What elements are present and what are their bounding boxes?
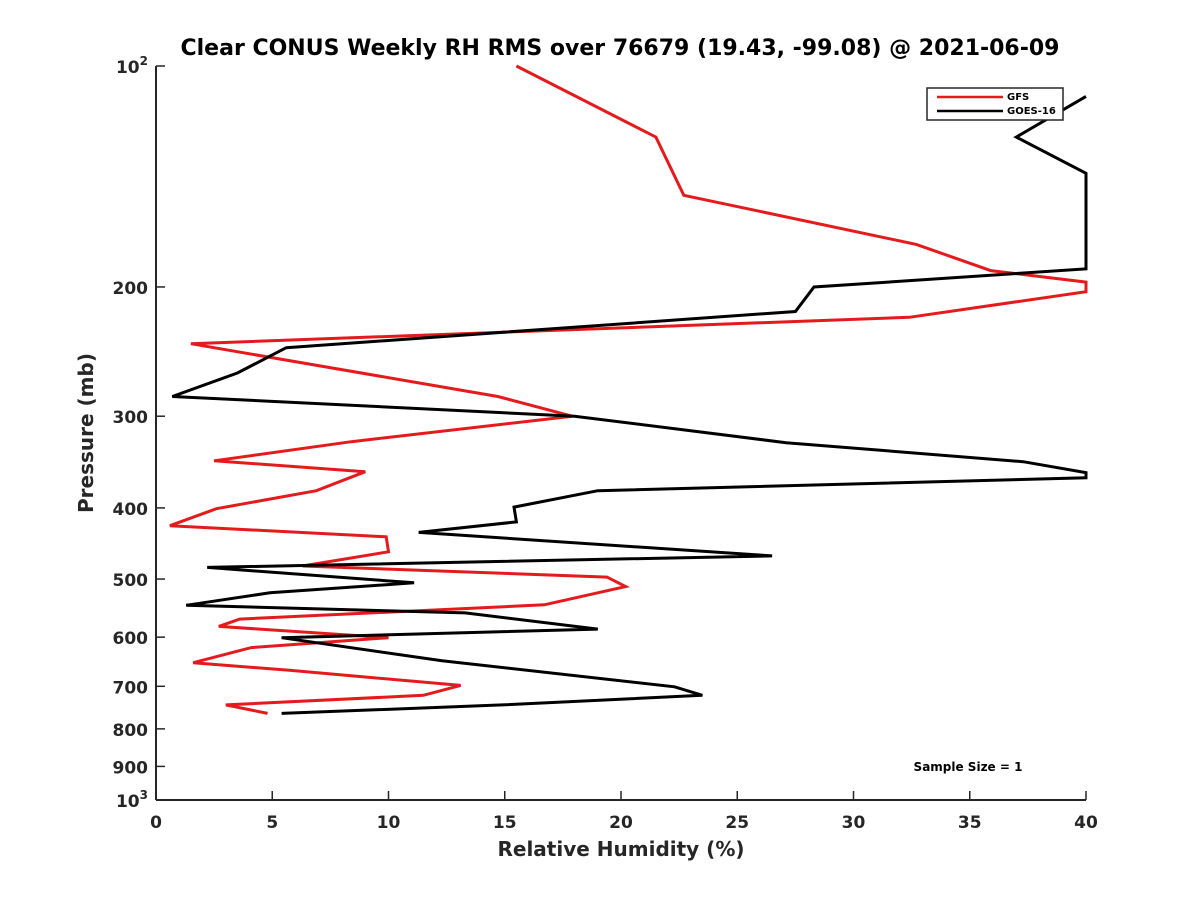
series-line-goes16 xyxy=(171,95,1088,715)
y-tick-label: 103 xyxy=(116,788,148,812)
x-tick-label: 20 xyxy=(609,813,633,833)
x-tick-label: 10 xyxy=(377,813,401,833)
x-tick-label: 0 xyxy=(150,813,162,833)
x-tick-label: 40 xyxy=(1074,813,1098,833)
y-tick-label: 800 xyxy=(113,721,149,741)
y-tick-label: 700 xyxy=(113,678,149,698)
plot-area xyxy=(156,66,1086,800)
y-ticks: 102 200 300 400 500 600 700 800 900 103 xyxy=(113,54,165,812)
y-tick-label: 300 xyxy=(113,408,149,428)
x-axis-label: Relative Humidity (%) xyxy=(497,837,744,861)
y-tick-label: 102 xyxy=(116,54,148,78)
sample-size-annotation: Sample Size = 1 xyxy=(914,760,1023,774)
x-tick-label: 5 xyxy=(266,813,278,833)
legend: GFS GOES-16 xyxy=(926,87,1064,121)
x-tick-label: 25 xyxy=(725,813,749,833)
x-tick-label: 30 xyxy=(842,813,866,833)
y-axis-label: Pressure (mb) xyxy=(74,353,98,513)
y-tick-label: 400 xyxy=(113,500,149,520)
y-tick-label: 900 xyxy=(113,758,149,778)
x-tick-label: 15 xyxy=(493,813,517,833)
legend-box xyxy=(926,87,1064,121)
series-line-gfs xyxy=(169,64,1088,715)
y-tick-label: 500 xyxy=(113,571,149,591)
x-ticks: 0 5 10 15 20 25 30 35 40 xyxy=(150,791,1098,833)
legend-label-gfs: GFS xyxy=(1007,92,1029,103)
legend-label-goes16: GOES-16 xyxy=(1007,106,1056,117)
series-layer xyxy=(169,64,1088,715)
x-tick-label: 35 xyxy=(958,813,982,833)
y-tick-label: 200 xyxy=(113,279,149,299)
y-tick-label: 600 xyxy=(113,629,149,649)
chart-title: Clear CONUS Weekly RH RMS over 76679 (19… xyxy=(181,36,1060,61)
